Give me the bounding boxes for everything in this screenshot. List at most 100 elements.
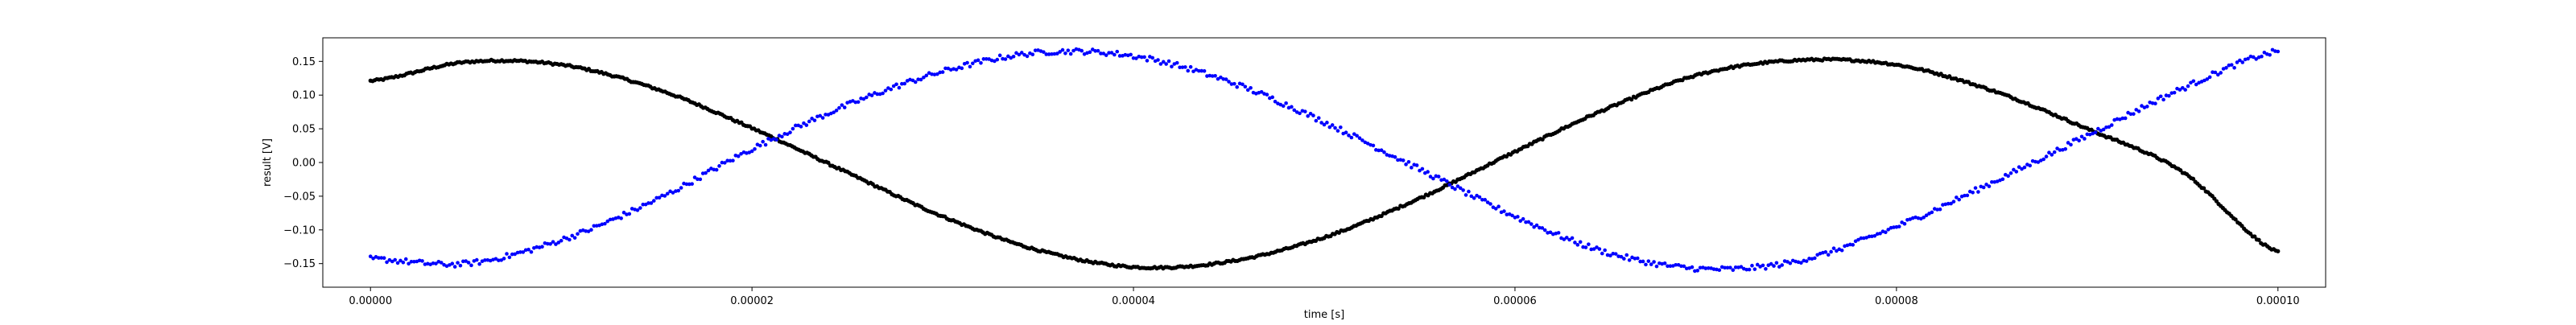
data-point: [1396, 158, 1400, 162]
data-point: [483, 258, 487, 262]
data-point: [619, 216, 623, 220]
data-point: [390, 259, 394, 264]
data-point: [1150, 56, 1155, 60]
data-point: [2028, 163, 2033, 168]
data-point: [1188, 64, 1193, 69]
data-point: [2229, 63, 2234, 67]
data-point: [2153, 101, 2157, 106]
data-marks: [368, 47, 2281, 274]
data-point: [1955, 195, 1959, 200]
data-point: [1431, 176, 1435, 181]
data-point: [2120, 116, 2125, 121]
data-point: [1654, 264, 1659, 269]
data-point: [1335, 129, 1340, 133]
data-point: [2077, 138, 2081, 143]
data-point: [1624, 253, 1629, 257]
data-point: [919, 77, 923, 82]
data-point: [2012, 167, 2016, 172]
x-axis-label: time [s]: [1304, 309, 1344, 321]
data-point: [687, 182, 691, 187]
data-point: [657, 195, 662, 200]
data-point: [1349, 135, 1354, 140]
data-point: [466, 261, 471, 265]
data-point: [641, 202, 646, 207]
data-point: [1377, 148, 1381, 153]
data-point: [2058, 148, 2062, 152]
data-point: [1387, 154, 1392, 158]
data-point: [1104, 53, 1108, 57]
data-point: [1674, 262, 1678, 267]
data-point: [2219, 71, 2223, 75]
data-point: [2033, 159, 2037, 164]
data-point: [1249, 86, 1253, 90]
data-point: [935, 72, 939, 76]
data-point: [1570, 236, 1575, 241]
data-point: [1564, 236, 1569, 240]
data-point: [968, 64, 972, 69]
data-point: [1483, 198, 1488, 202]
data-point: [2069, 142, 2073, 147]
x-tick-label: 0.00010: [2256, 295, 2300, 307]
data-point: [668, 189, 672, 194]
data-point: [1284, 101, 1288, 105]
data-point: [1804, 259, 1809, 263]
data-point: [706, 168, 711, 173]
data-point: [1311, 113, 1315, 117]
data-point: [1131, 56, 1136, 60]
data-point: [2115, 117, 2120, 121]
data-point: [1442, 177, 1447, 182]
data-point: [1393, 154, 1397, 159]
data-point: [993, 59, 997, 64]
data-point: [1227, 80, 1231, 84]
data-point: [1101, 51, 1106, 56]
data-point: [1259, 89, 1264, 94]
data-point: [2156, 97, 2161, 101]
data-point: [1725, 265, 1730, 270]
data-point: [535, 245, 539, 249]
data-point: [1538, 225, 1542, 230]
data-point: [696, 177, 700, 182]
data-point: [674, 189, 678, 193]
data-point: [749, 149, 754, 154]
data-point: [1401, 158, 1406, 162]
data-point: [2273, 49, 2277, 53]
data-point: [2167, 93, 2171, 98]
data-point: [704, 171, 708, 175]
data-point: [2107, 125, 2112, 130]
data-point: [940, 70, 945, 74]
data-point: [910, 78, 915, 83]
data-point: [1717, 268, 1722, 273]
data-point: [875, 92, 880, 97]
data-point: [1723, 265, 1727, 270]
data-point: [2232, 65, 2236, 70]
data-point: [2190, 176, 2196, 181]
data-point: [2254, 57, 2258, 61]
data-point: [1117, 54, 1122, 58]
data-point: [1428, 175, 1433, 179]
data-point: [1567, 237, 1571, 242]
data-point: [1327, 125, 1332, 130]
data-point: [1711, 267, 1716, 271]
data-point: [2240, 60, 2245, 64]
data-point: [818, 113, 823, 118]
data-point: [1379, 148, 1384, 153]
data-point: [1951, 200, 1956, 204]
data-point: [1963, 193, 1967, 198]
data-point: [1485, 200, 1490, 204]
data-point: [1597, 247, 1602, 251]
data-point: [799, 125, 803, 129]
data-point: [1635, 256, 1640, 261]
data-point: [382, 256, 386, 261]
data-point: [1813, 256, 1817, 261]
data-point: [407, 261, 411, 266]
data-point: [1698, 265, 1703, 270]
data-point: [1897, 224, 1901, 228]
data-point: [589, 228, 593, 232]
data-point: [2172, 90, 2177, 95]
data-point: [1682, 264, 1686, 269]
data-point: [820, 116, 825, 120]
data-point: [1542, 228, 1547, 232]
data-point: [1644, 262, 1648, 267]
data-point: [2145, 105, 2149, 109]
